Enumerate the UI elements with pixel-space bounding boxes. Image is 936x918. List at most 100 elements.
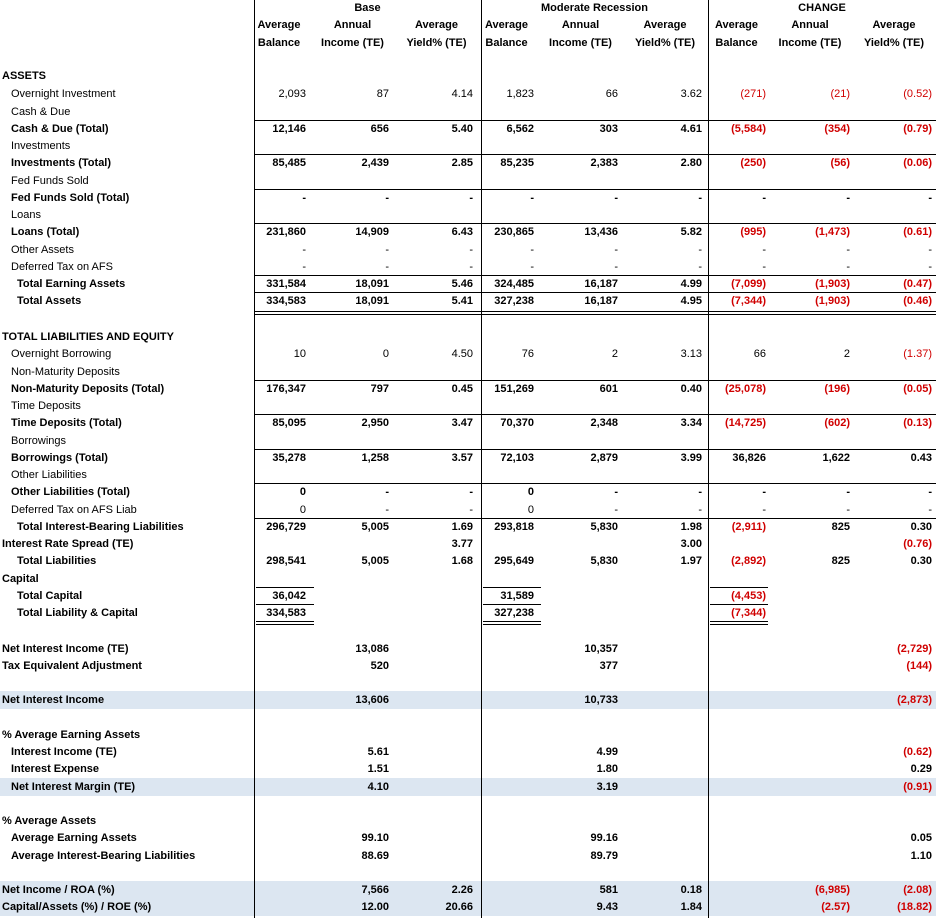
value-cell: 0.30: [910, 521, 932, 533]
row-rule: [254, 449, 481, 450]
row-rule: [481, 449, 708, 450]
row-label: Average Interest-Bearing Liabilities: [11, 850, 196, 862]
row-rule: [254, 189, 481, 190]
value-cell: 9.43: [596, 901, 618, 913]
row-rule: [708, 483, 936, 484]
value-cell: (7,099): [731, 278, 766, 290]
value-cell: (0.46): [903, 295, 932, 307]
value-cell: (7,344): [731, 295, 766, 307]
row-rule: [708, 292, 936, 293]
row-label: Fed Funds Sold (Total): [11, 192, 130, 204]
column-header: Average: [414, 19, 458, 31]
value-cell: 87: [376, 88, 389, 100]
row-rule: [254, 414, 481, 415]
value-cell: (250): [740, 157, 766, 169]
value-cell: (18.82): [897, 901, 932, 913]
value-cell: 18,091: [355, 295, 389, 307]
row-rule: [708, 189, 936, 190]
row-label: Other Liabilities (Total): [11, 486, 130, 498]
row-rule: [481, 518, 708, 519]
value-cell: 72,103: [500, 452, 534, 464]
value-cell: 656: [370, 123, 389, 135]
value-cell: 3.13: [680, 348, 702, 360]
value-cell: 0: [382, 348, 389, 360]
row-label: Interest Income (TE): [11, 746, 117, 758]
value-cell: 2,348: [590, 417, 618, 429]
value-cell: (0.61): [903, 226, 932, 238]
row-rule: [256, 587, 314, 588]
row-label: Tax Equivalent Adjustment: [2, 660, 142, 672]
column-header: Yield% (TE): [634, 37, 696, 49]
row-label: % Average Earning Assets: [2, 729, 141, 741]
value-cell: 4.50: [451, 348, 473, 360]
value-cell: 88.69: [361, 850, 389, 862]
value-cell: 295,649: [494, 555, 534, 567]
value-cell: 16,187: [584, 278, 618, 290]
double-rule: [481, 314, 708, 315]
value-cell: -: [614, 192, 618, 204]
row-label: Total Assets: [17, 295, 82, 307]
value-cell: 1,258: [361, 452, 389, 464]
row-label: Deferred Tax on AFS: [11, 261, 113, 273]
value-cell: 85,235: [500, 157, 534, 169]
row-label: Total Capital: [17, 590, 83, 602]
row-rule: [254, 292, 481, 293]
value-cell: 99.10: [361, 832, 389, 844]
row-label: Borrowings: [11, 435, 67, 447]
value-cell: 327,238: [494, 295, 534, 307]
value-cell: 334,583: [266, 607, 306, 619]
value-cell: 10,357: [584, 643, 618, 655]
double-rule: [256, 621, 314, 622]
value-cell: (995): [740, 226, 766, 238]
row-rule: [254, 223, 481, 224]
row-label: ASSETS: [2, 70, 47, 82]
value-cell: 31,589: [500, 590, 534, 602]
value-cell: (2,729): [897, 643, 932, 655]
value-cell: 4.10: [367, 781, 389, 793]
double-rule: [710, 621, 768, 622]
value-cell: 5,830: [590, 555, 618, 567]
row-label: Interest Expense: [11, 763, 100, 775]
value-cell: 1.84: [680, 901, 702, 913]
column-header: Yield% (TE): [406, 37, 467, 49]
column-header: Yield% (TE): [863, 37, 925, 49]
value-cell: 5.61: [367, 746, 389, 758]
value-cell: (196): [824, 383, 850, 395]
value-cell: 36,826: [732, 452, 766, 464]
value-cell: (602): [824, 417, 850, 429]
value-cell: -: [302, 261, 306, 273]
value-cell: (1,473): [815, 226, 850, 238]
value-cell: (2,873): [897, 694, 932, 706]
value-cell: (0.91): [903, 781, 932, 793]
value-cell: 85,095: [272, 417, 306, 429]
highlight-band: [0, 881, 936, 899]
row-rule: [708, 380, 936, 381]
row-label: Non-Maturity Deposits: [11, 366, 120, 378]
value-cell: (0.13): [903, 417, 932, 429]
row-label: Fed Funds Sold: [11, 175, 89, 187]
value-cell: 2: [843, 348, 850, 360]
value-cell: -: [762, 486, 766, 498]
value-cell: 176,347: [266, 383, 306, 395]
value-cell: 825: [831, 555, 850, 567]
column-header: Balance: [485, 37, 528, 49]
value-cell: 6,562: [506, 123, 534, 135]
value-cell: 0.45: [451, 383, 473, 395]
row-label: Capital: [2, 573, 39, 585]
value-cell: 13,086: [355, 643, 389, 655]
row-label: Total Liability & Capital: [17, 607, 138, 619]
row-label: TOTAL LIABILITIES AND EQUITY: [2, 331, 174, 343]
value-cell: (4,453): [731, 590, 766, 602]
value-cell: 36,042: [272, 590, 306, 602]
row-rule: [254, 275, 481, 276]
value-cell: 4.14: [451, 88, 473, 100]
value-cell: -: [928, 192, 932, 204]
value-cell: 2,093: [278, 88, 306, 100]
value-cell: (2,892): [731, 555, 766, 567]
row-label: Total Interest-Bearing Liabilities: [17, 521, 184, 533]
value-cell: 3.19: [596, 781, 618, 793]
value-cell: (0.05): [903, 383, 932, 395]
row-label: Deferred Tax on AFS Liab: [11, 504, 137, 516]
double-rule: [483, 621, 541, 622]
value-cell: 303: [599, 123, 618, 135]
